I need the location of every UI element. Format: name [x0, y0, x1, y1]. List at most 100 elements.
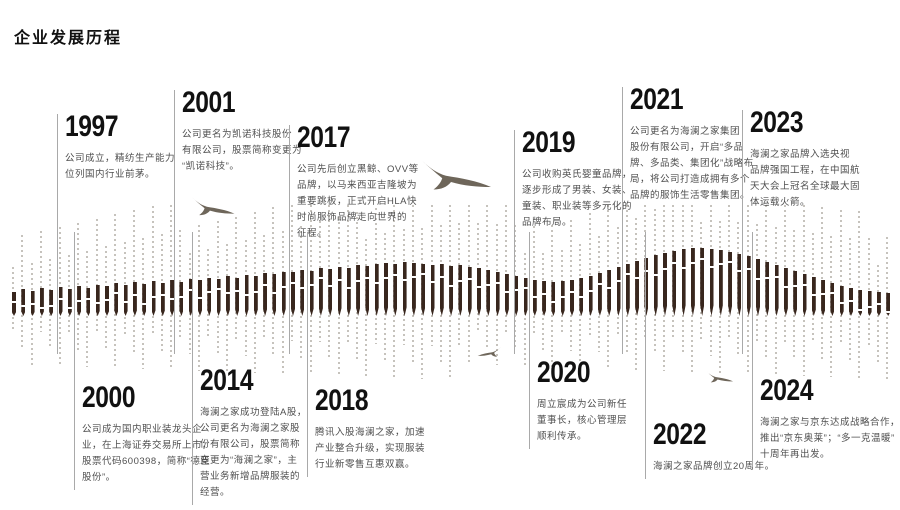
wave-bar — [123, 285, 128, 316]
wave-bar — [690, 248, 695, 316]
wave-bar — [504, 274, 509, 316]
wave-bar — [486, 270, 491, 316]
wave-bar — [700, 248, 705, 316]
wave-bar — [467, 267, 472, 316]
wave-bar — [635, 261, 640, 316]
timeline-event-2024: 2024 海澜之家与京东达成战略合作， 推出“京东奥莱”；“多一克温暖” 十周年再… — [760, 376, 900, 463]
wave-bar — [21, 289, 26, 316]
wave-dotted-line — [504, 205, 507, 332]
wave-bar — [39, 288, 44, 316]
wave-bar — [616, 267, 621, 316]
year-description: 海澜之家与京东达成战略合作， 推出“京东奥莱”；“多一克温暖” 十周年再出发。 — [760, 417, 900, 460]
wave-bar — [830, 283, 835, 316]
wave-bar — [77, 286, 82, 316]
timeline-event-2017: 2017 公司先后创立黑鲸、OVV等 品牌，以马来西亚吉隆坡为 重要跳板，正式开启… — [297, 123, 419, 242]
year-marker-line — [752, 232, 753, 467]
wave-bar — [393, 264, 398, 316]
wave-bar — [644, 258, 649, 316]
year-description: 海澜之家成功登陆A股， 公司更名为海澜之家股 份有限公司，股票简称 变更为“海澜… — [200, 407, 307, 498]
wave-bar — [514, 276, 519, 316]
wave-bar — [839, 286, 844, 316]
timeline-event-2001: 2001 公司更名为凯诺科技股份 有限公司，股票简称变更为 “凯诺科技”。 — [182, 88, 302, 175]
wave-bar — [579, 278, 584, 316]
year-description: 公司更名为海澜之家集团 股份有限公司，开启“多品 牌、多品类、集团化”战略布 局… — [630, 126, 754, 201]
year-label: 2014 — [200, 364, 254, 397]
timeline-event-2021: 2021 公司更名为海澜之家集团 股份有限公司，开启“多品 牌、多品类、集团化”战… — [630, 85, 754, 204]
year-label: 2022 — [653, 418, 707, 451]
year-marker-line — [742, 110, 743, 354]
year-label: 1997 — [65, 110, 119, 143]
bird-icon — [704, 370, 735, 385]
wave-bar — [374, 264, 379, 316]
year-label: 2001 — [182, 86, 236, 119]
wave-bar — [198, 280, 202, 316]
wave-bar — [244, 275, 249, 316]
wave-dotted-line — [839, 210, 842, 344]
wave-bar — [867, 291, 872, 316]
year-description: 海澜之家品牌入选央视 品牌强国工程，在中国航 天大会上冠名全球最大固 体运载火箭… — [750, 149, 861, 208]
year-label: 2024 — [760, 374, 814, 407]
wave-bar — [802, 274, 807, 316]
wave-bar — [67, 289, 72, 316]
wave-bar — [318, 268, 323, 316]
year-label: 2000 — [82, 381, 136, 414]
wave-bar — [421, 264, 426, 316]
wave-bar — [495, 272, 500, 316]
timeline-event-2022: 2022 海澜之家品牌创立20周年。 — [653, 420, 775, 475]
page-title: 企业发展历程 — [14, 30, 123, 47]
wave-bar — [225, 276, 230, 316]
wave-bar — [160, 283, 165, 316]
year-label: 2019 — [522, 126, 576, 159]
wave-bar — [821, 280, 826, 316]
wave-bar — [346, 268, 351, 316]
wave-bar — [272, 274, 277, 316]
wave-bar — [625, 264, 630, 316]
wave-bar — [449, 266, 454, 316]
wave-bar — [560, 281, 565, 316]
wave-bar — [328, 269, 333, 316]
year-marker-line — [622, 87, 623, 354]
timeline-event-2020: 2020 周立宸成为公司新任 董事长，核心管理层 顺利传承。 — [537, 358, 627, 445]
wave-bar — [811, 277, 816, 316]
wave-bar — [737, 254, 742, 316]
wave-bar — [142, 284, 147, 316]
wave-bar — [281, 272, 286, 316]
wave-bar — [12, 292, 16, 316]
wave-bar — [95, 285, 100, 316]
year-label: 2023 — [750, 106, 804, 139]
wave-bar — [588, 276, 593, 316]
year-label: 2021 — [630, 83, 684, 116]
year-marker-line — [289, 125, 290, 354]
wave-bar — [337, 267, 342, 316]
wave-bar — [151, 281, 156, 316]
timeline-event-2014: 2014 海澜之家成功登陆A股， 公司更名为海澜之家股 份有限公司，股票简称 变更… — [200, 366, 307, 501]
wave-dotted-line — [588, 213, 591, 335]
year-marker-line — [192, 232, 193, 505]
wave-dotted-line — [532, 226, 535, 333]
year-description: 公司更名为凯诺科技股份 有限公司，股票简称变更为 “凯诺科技”。 — [182, 129, 303, 172]
wave-bar — [728, 252, 733, 316]
year-label: 2020 — [537, 356, 591, 389]
wave-bar — [430, 265, 435, 316]
wave-bar — [746, 256, 751, 316]
wave-bar — [132, 282, 137, 316]
wave-bar — [756, 259, 760, 316]
wave-bar — [793, 271, 798, 316]
wave-bar — [532, 280, 537, 316]
year-marker-line — [307, 232, 308, 477]
wave-bar — [207, 278, 212, 316]
year-marker-line — [174, 90, 175, 354]
wave-bar — [597, 273, 602, 316]
year-marker-line — [57, 114, 58, 354]
year-description: 腾讯入股海澜之家，加速 产业整合升级，实现服装 行业新零售互惠双赢。 — [315, 427, 426, 470]
wave-bar — [886, 293, 891, 316]
year-description: 公司先后创立黑鲸、OVV等 品牌，以马来西亚吉隆坡为 重要跳板，正式开启HLA快… — [297, 164, 419, 239]
wave-bar — [356, 265, 361, 316]
wave-bar — [439, 264, 444, 316]
wave-dotted-line — [151, 206, 154, 336]
wave-bar — [774, 265, 779, 316]
wave-bar — [672, 251, 677, 316]
year-marker-line — [74, 232, 75, 490]
wave-bar — [709, 249, 714, 316]
